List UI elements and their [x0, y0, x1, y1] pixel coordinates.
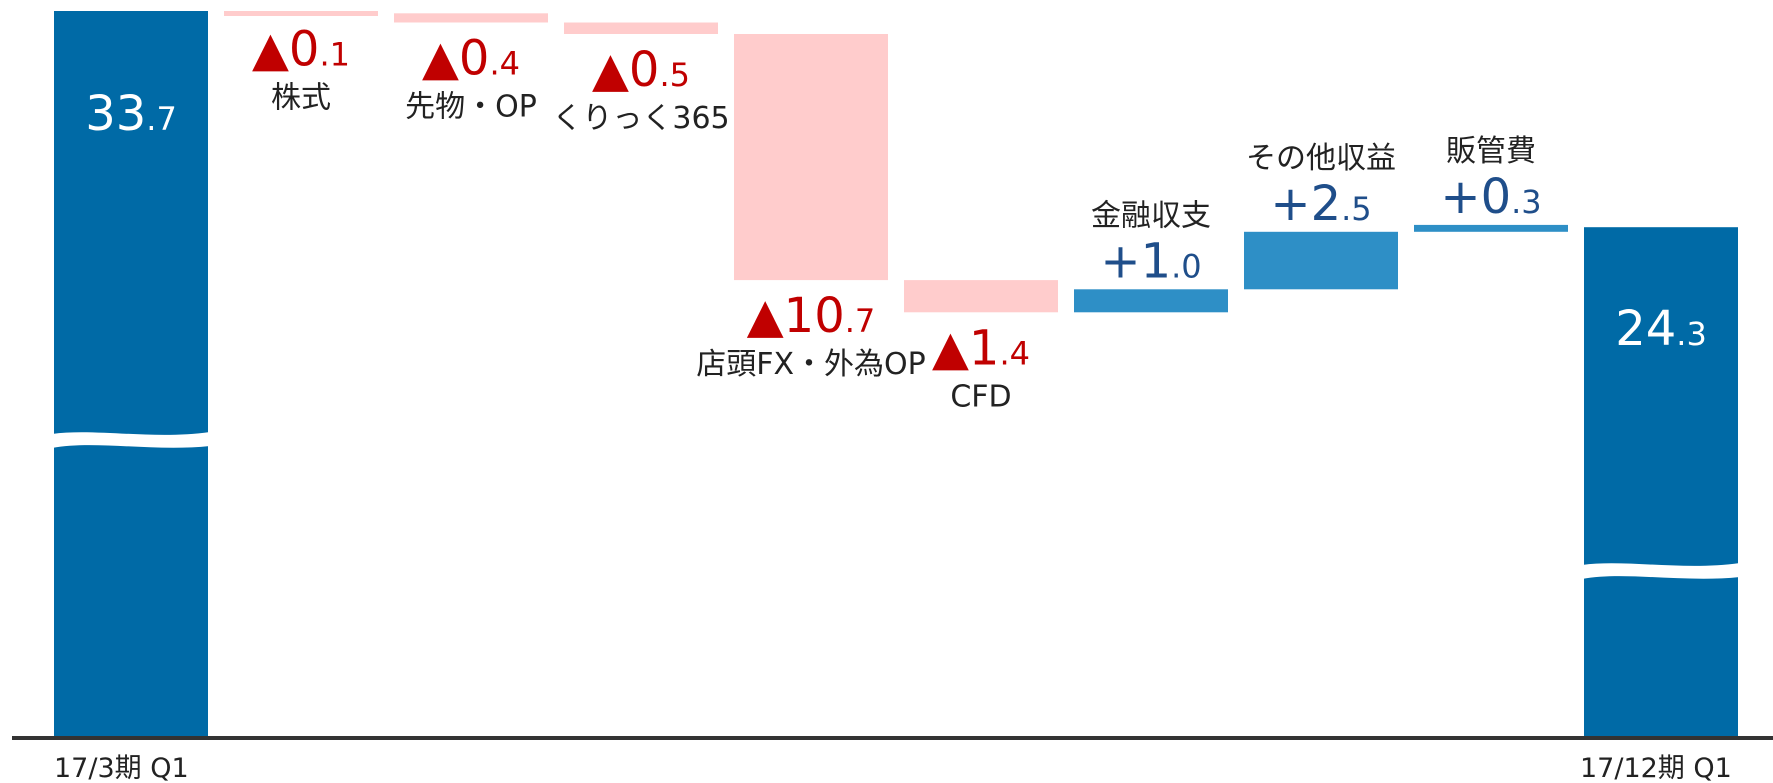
step-bar-1 — [224, 11, 378, 16]
bars-layer — [52, 11, 1740, 736]
labels-layer: 33.7▲0.1株式▲0.4先物・OP▲0.5くりっく365▲10.7店頭FX・… — [85, 21, 1707, 414]
step-value-4-main: ▲10 — [747, 288, 845, 344]
step-label-1: 株式 — [271, 80, 331, 115]
step-value-5: ▲1.4 — [932, 320, 1030, 376]
step-value-2-decimal: .4 — [489, 45, 520, 83]
step-value-8-decimal: .3 — [1511, 183, 1542, 221]
step-bar-2 — [394, 13, 548, 23]
step-value-1-main: ▲0 — [252, 21, 319, 77]
step-value-3-main: ▲0 — [592, 42, 659, 98]
step-value-3-decimal: .5 — [659, 56, 690, 94]
start-total-value: 33.7 — [85, 86, 177, 142]
start-total-value-main: 33 — [85, 86, 146, 142]
end-total-value-main: 24 — [1615, 301, 1676, 357]
step-bar-5 — [904, 280, 1058, 313]
step-bar-6 — [1074, 289, 1228, 313]
step-value-3: ▲0.5 — [592, 42, 690, 98]
step-value-7: +2.5 — [1270, 176, 1371, 232]
step-value-4: ▲10.7 — [747, 288, 876, 344]
step-value-7-main: +2 — [1270, 176, 1341, 232]
step-bar-3 — [564, 22, 718, 34]
end-total-bar — [1584, 227, 1738, 736]
axis-break-mark — [1582, 563, 1740, 579]
step-bar-4 — [734, 34, 888, 281]
step-value-6: +1.0 — [1100, 233, 1201, 289]
step-value-8: +0.3 — [1440, 169, 1541, 225]
step-label-8: 販管費 — [1446, 134, 1536, 169]
start-total-value-decimal: .7 — [146, 100, 177, 138]
end-total-value: 24.3 — [1615, 301, 1707, 357]
step-value-6-main: +1 — [1100, 233, 1171, 289]
step-value-2: ▲0.4 — [422, 31, 520, 87]
step-value-6-decimal: .0 — [1171, 247, 1202, 285]
step-value-1: ▲0.1 — [252, 21, 350, 77]
step-value-7-decimal: .5 — [1341, 190, 1372, 228]
step-bar-7 — [1244, 231, 1398, 290]
step-value-5-main: ▲1 — [932, 320, 999, 376]
start-axis-label: 17/3期 Q1 — [54, 753, 189, 783]
step-value-4-decimal: .7 — [845, 302, 876, 340]
step-label-7: その他収益 — [1246, 141, 1396, 176]
step-label-4: 店頭FX・外為OP — [696, 347, 926, 382]
step-label-6: 金融収支 — [1091, 198, 1211, 233]
step-value-1-decimal: .1 — [319, 35, 350, 73]
start-total-bar — [54, 11, 208, 736]
step-bar-8 — [1414, 224, 1568, 232]
step-value-8-main: +0 — [1440, 169, 1511, 225]
step-value-2-main: ▲0 — [422, 31, 489, 87]
axis-break-mark — [52, 432, 210, 448]
end-total-value-decimal: .3 — [1676, 315, 1707, 353]
step-value-5-decimal: .4 — [999, 334, 1030, 372]
step-label-3: くりっく365 — [552, 101, 729, 136]
step-label-5: CFD — [950, 379, 1011, 414]
end-axis-label: 17/12期 Q1 — [1580, 753, 1732, 783]
step-label-2: 先物・OP — [405, 90, 537, 125]
